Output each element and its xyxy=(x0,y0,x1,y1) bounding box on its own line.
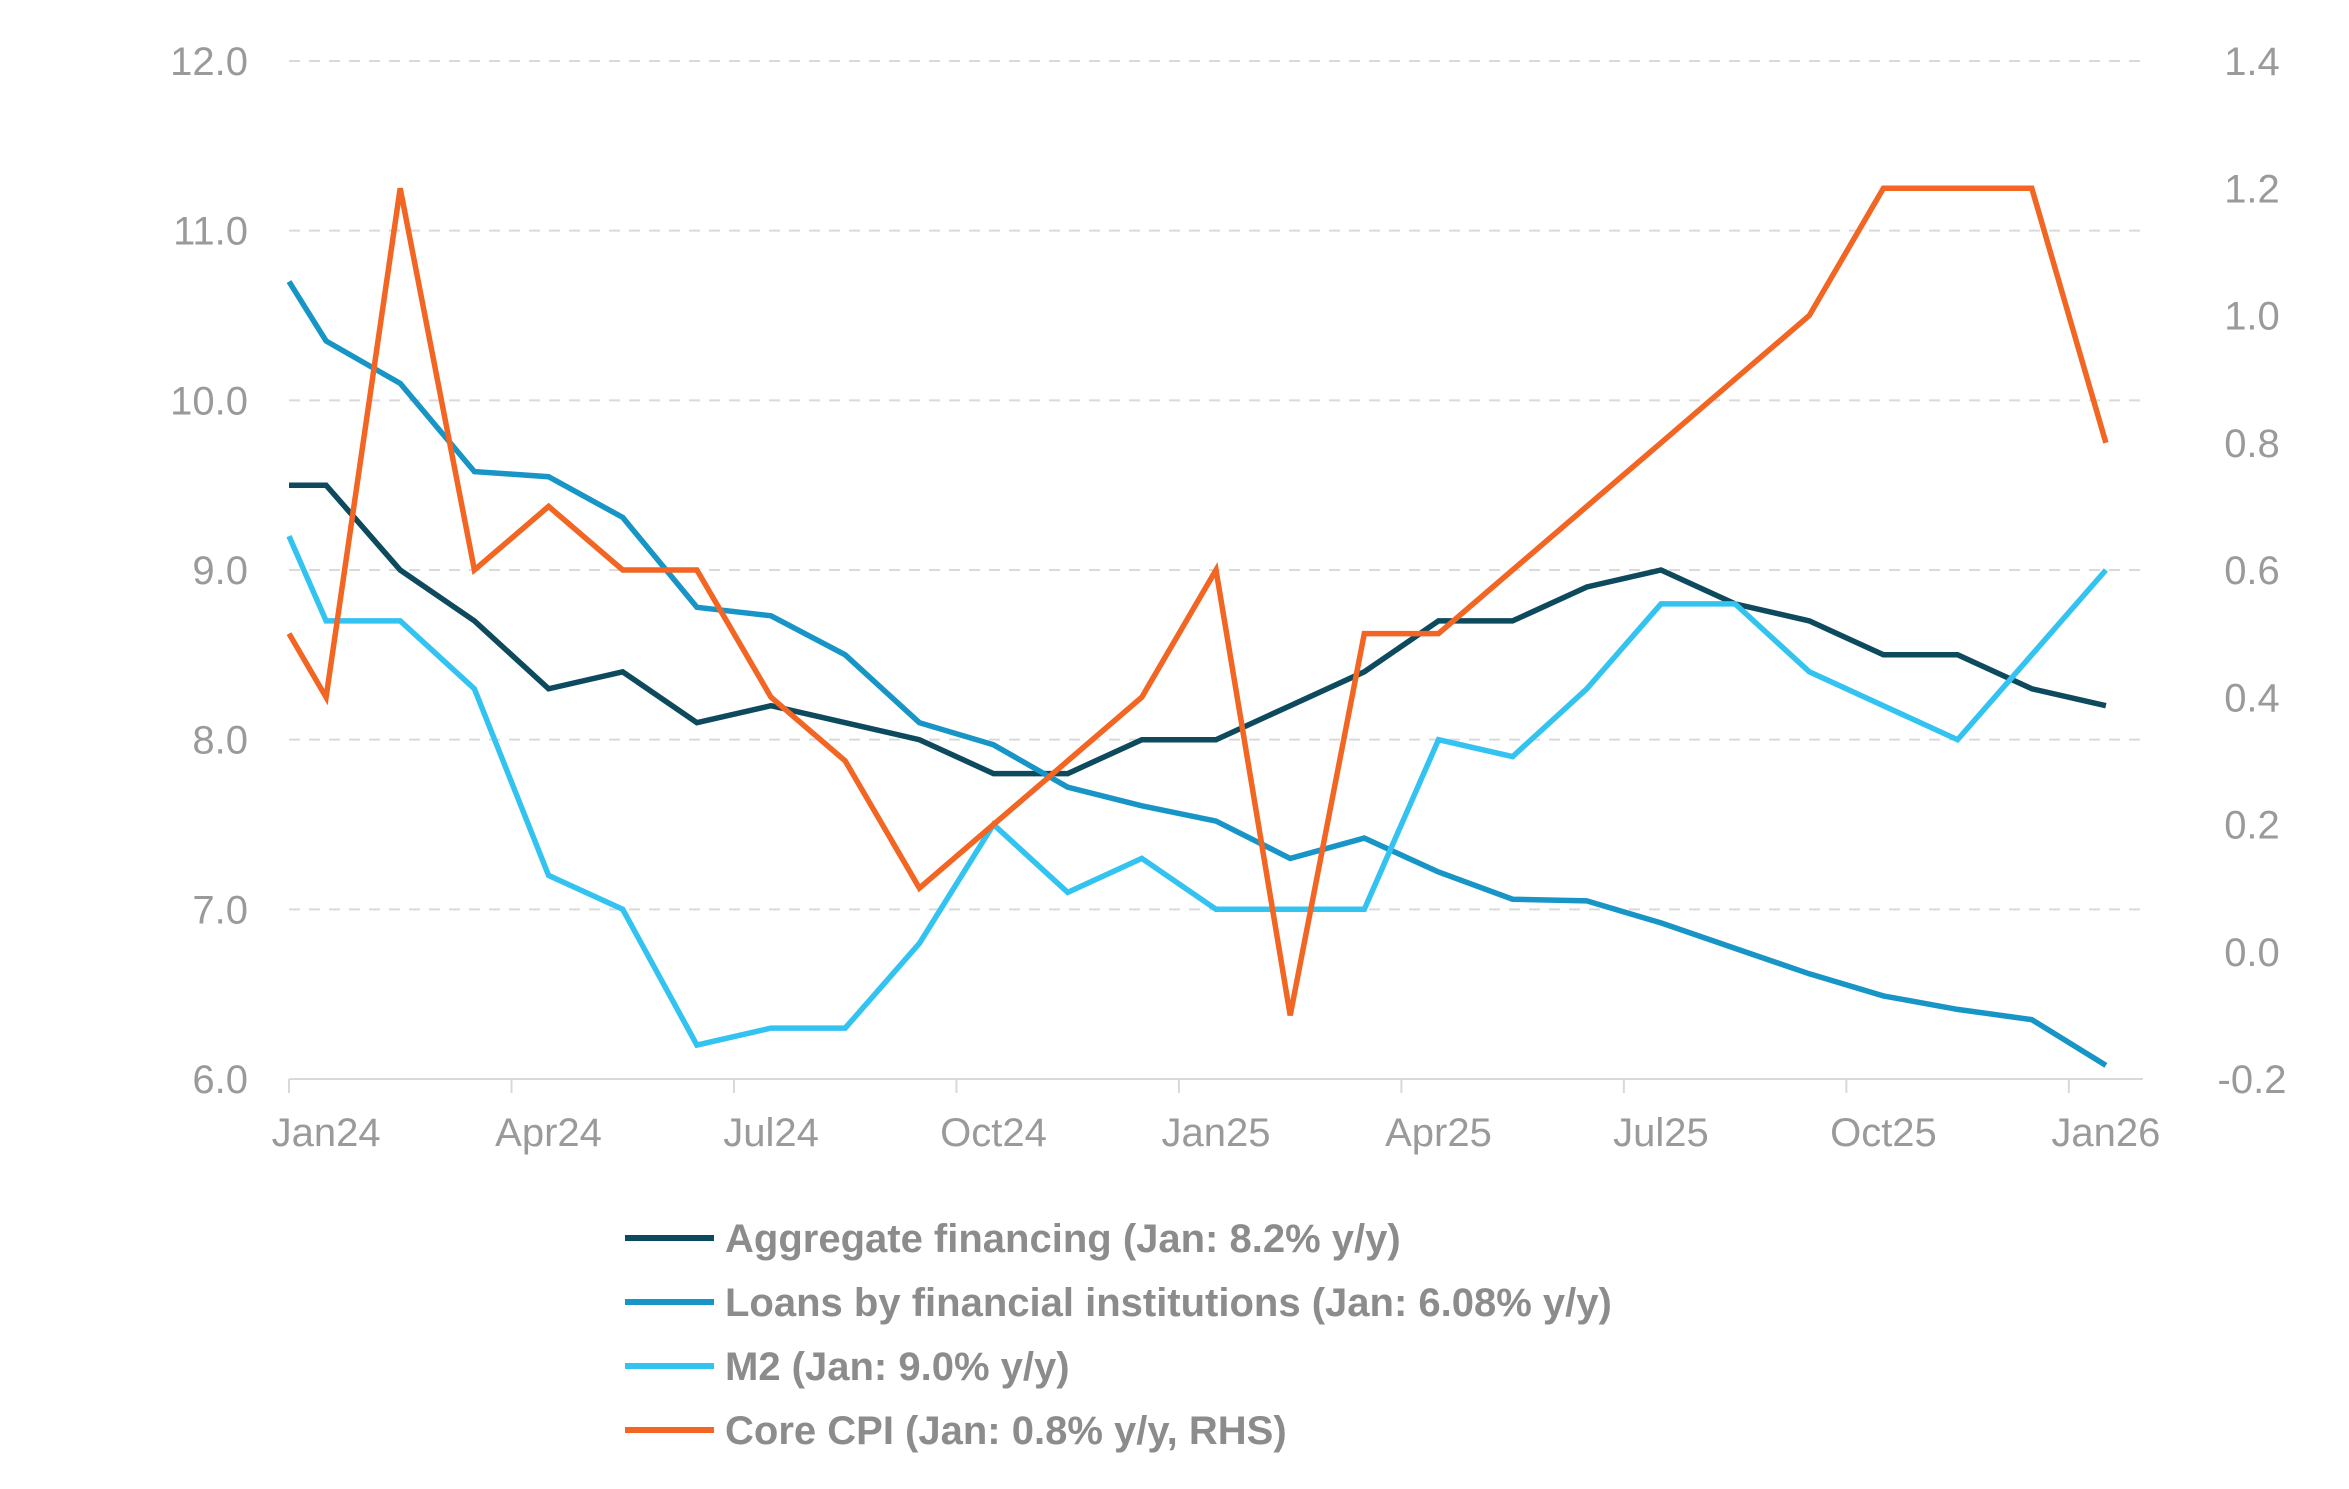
right-tick-label: 0.6 xyxy=(2224,549,2280,593)
x-tick-label: Apr25 xyxy=(1385,1111,1492,1155)
right-tick-label: 0.2 xyxy=(2224,804,2280,848)
x-axis-ticks: Jan24 Apr24 Jul24 Oct24 Jan25 Apr25 Jul25 Oct25… xyxy=(272,1111,2161,1155)
series-lines xyxy=(286,185,2109,1068)
right-y-axis-ticks: 1.4 1.2 1.0 0.8 0.6 0.4 0.2 0.0 -0.2 xyxy=(2218,40,2287,1102)
legend-label: M2 (Jan: 9.0% y/y) xyxy=(725,1345,1070,1389)
legend: Aggregate financing (Jan: 8.2% y/y) Loans… xyxy=(625,1217,1612,1453)
x-tick-label: Jul25 xyxy=(1613,1111,1709,1155)
series-line-3 xyxy=(286,534,2108,1049)
series-line-4 xyxy=(286,185,2109,1016)
left-tick-label: 10.0 xyxy=(170,379,248,423)
x-tick-label: Jan26 xyxy=(2051,1111,2160,1155)
series-line-1 xyxy=(289,482,2107,777)
right-tick-label: 0.0 xyxy=(2224,931,2280,975)
left-tick-label: 9.0 xyxy=(192,549,248,593)
left-tick-label: 6.0 xyxy=(192,1058,248,1102)
right-tick-label: 0.8 xyxy=(2224,422,2280,466)
x-tick-label: Apr24 xyxy=(495,1111,602,1155)
left-y-axis-ticks: 12.0 11.0 10.0 9.0 8.0 7.0 6.0 xyxy=(170,40,248,1102)
right-tick-label: 1.4 xyxy=(2224,40,2280,84)
left-tick-label: 7.0 xyxy=(192,888,248,932)
x-tick-label: Jul24 xyxy=(723,1111,819,1155)
right-tick-label: 1.2 xyxy=(2224,167,2280,211)
series-line-2 xyxy=(286,280,2108,1068)
legend-label: Loans by financial institutions (Jan: 6.… xyxy=(725,1281,1612,1325)
legend-label: Aggregate financing (Jan: 8.2% y/y) xyxy=(725,1217,1401,1261)
legend-label: Core CPI (Jan: 0.8% y/y, RHS) xyxy=(725,1409,1287,1453)
x-tick-label: Oct24 xyxy=(940,1111,1047,1155)
axes xyxy=(288,1078,2143,1093)
left-tick-label: 12.0 xyxy=(170,40,248,84)
left-tick-label: 11.0 xyxy=(173,210,248,254)
right-tick-label: 1.0 xyxy=(2224,295,2280,339)
x-tick-label: Jan25 xyxy=(1162,1111,1271,1155)
left-tick-label: 8.0 xyxy=(192,719,248,763)
x-tick-label: Oct25 xyxy=(1830,1111,1937,1155)
right-tick-label: -0.2 xyxy=(2218,1058,2287,1102)
x-tick-label: Jan24 xyxy=(272,1111,381,1155)
right-tick-label: 0.4 xyxy=(2224,676,2280,720)
